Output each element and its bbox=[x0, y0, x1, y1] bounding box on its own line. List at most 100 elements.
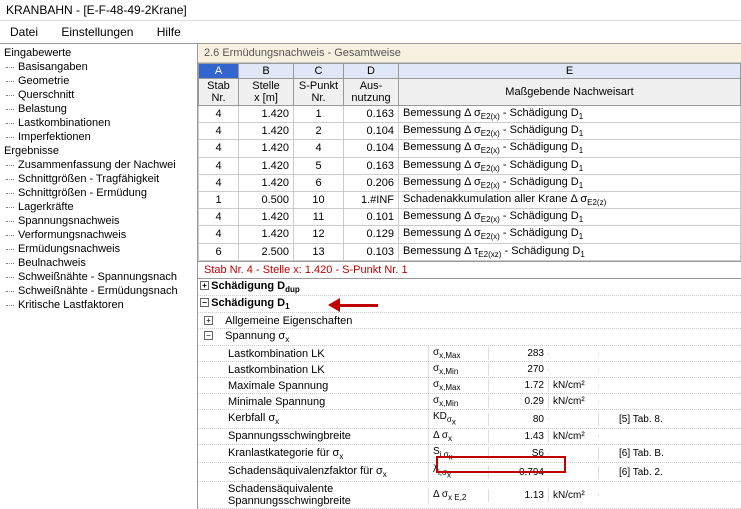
table-row[interactable]: 41.42050.163Bemessung Δ σE2(x) - Schädig… bbox=[199, 157, 741, 174]
detail-row[interactable]: Minimale Spannungσx,Min0.29kN/cm² bbox=[198, 394, 741, 410]
col-letter[interactable]: B bbox=[239, 64, 294, 79]
detail-label: Schadensäquivalente Spannungsschwingbrei… bbox=[198, 482, 428, 508]
detail-row[interactable]: Schadensäquivalenzfaktor für σxλi,σx0.79… bbox=[198, 463, 741, 482]
menu-datei[interactable]: Datei bbox=[0, 23, 48, 41]
tree-item[interactable]: Beulnachweis bbox=[0, 256, 197, 270]
tree-item[interactable]: Geometrie bbox=[0, 74, 197, 88]
tree-item[interactable]: Basisangaben bbox=[0, 60, 197, 74]
detail-value: 283 bbox=[488, 347, 548, 360]
detail-ref bbox=[598, 385, 741, 387]
detail-unit bbox=[548, 418, 598, 420]
detail-symbol: KDσx bbox=[428, 410, 488, 428]
detail-label: Kerbfall σx bbox=[198, 411, 428, 427]
tree-item[interactable]: Ermüdungsnachweis bbox=[0, 242, 197, 256]
tree-item[interactable]: Imperfektionen bbox=[0, 130, 197, 144]
table-row[interactable]: 41.42060.206Bemessung Δ σE2(x) - Schädig… bbox=[199, 174, 741, 191]
sidebar-tree: EingabewerteBasisangabenGeometrieQuersch… bbox=[0, 44, 198, 509]
detail-value: 0.29 bbox=[488, 395, 548, 408]
detail-label: Spannungsschwingbreite bbox=[198, 429, 428, 443]
tree-group[interactable]: Eingabewerte bbox=[0, 46, 197, 60]
detail-table: + Schädigung Ddup− Schädigung D1+ Allgem… bbox=[198, 279, 741, 509]
detail-value: 80 bbox=[488, 413, 548, 426]
tree-item[interactable]: Schweißnähte - Spannungsnach bbox=[0, 270, 197, 284]
detail-value: S6 bbox=[488, 447, 548, 460]
detail-ref: [5] Tab. 8. bbox=[598, 413, 741, 426]
detail-ref: [6] Tab. 2. bbox=[598, 466, 741, 479]
col-letter[interactable]: E bbox=[399, 64, 741, 79]
detail-label: Maximale Spannung bbox=[198, 379, 428, 393]
expand-icon[interactable]: + bbox=[204, 316, 213, 325]
tree-item[interactable]: Schnittgrößen - Tragfähigkeit bbox=[0, 172, 197, 186]
menubar: Datei Einstellungen Hilfe bbox=[0, 21, 741, 44]
table-row[interactable]: 41.42020.104Bemessung Δ σE2(x) - Schädig… bbox=[199, 123, 741, 140]
detail-unit bbox=[548, 471, 598, 473]
detail-value: 1.43 bbox=[488, 430, 548, 443]
tree-item[interactable]: Lastkombinationen bbox=[0, 116, 197, 130]
detail-value: 1.72 bbox=[488, 379, 548, 392]
tree-item[interactable]: Belastung bbox=[0, 102, 197, 116]
detail-row[interactable]: SpannungsschwingbreiteΔ σx1.43kN/cm² bbox=[198, 429, 741, 445]
table-row[interactable]: 41.42010.163Bemessung Δ σE2(x) - Schädig… bbox=[199, 106, 741, 123]
detail-unit: kN/cm² bbox=[548, 489, 598, 502]
detail-symbol: Δ σx bbox=[428, 429, 488, 444]
detail-row[interactable]: Kerbfall σxKDσx80 [5] Tab. 8. bbox=[198, 410, 741, 429]
detail-symbol: σx,Max bbox=[428, 346, 488, 361]
detail-label: Lastkombination LK bbox=[198, 363, 428, 377]
detail-symbol: Si,σx bbox=[428, 445, 488, 463]
menu-hilfe[interactable]: Hilfe bbox=[147, 23, 191, 41]
collapse-icon[interactable]: − bbox=[204, 331, 213, 340]
content-area: 2.6 Ermüdungsnachweis - Gesamtweise ABCD… bbox=[198, 44, 741, 509]
tree-item[interactable]: Schnittgrößen - Ermüdung bbox=[0, 186, 197, 200]
col-header: StabNr. bbox=[199, 79, 239, 106]
detail-row[interactable]: Lastkombination LKσx,Max283 bbox=[198, 346, 741, 362]
collapse-icon[interactable]: − bbox=[200, 298, 209, 307]
detail-heading[interactable]: − Schädigung D1 bbox=[198, 296, 741, 313]
col-header: Stellex [m] bbox=[239, 79, 294, 106]
tree-item[interactable]: Schweißnähte - Ermüdungsnach bbox=[0, 284, 197, 298]
tree-item[interactable]: Zusammenfassung der Nachwei bbox=[0, 158, 197, 172]
detail-unit: kN/cm² bbox=[548, 379, 598, 392]
table-row[interactable]: 41.420120.129Bemessung Δ σE2(x) - Schädi… bbox=[199, 226, 741, 243]
detail-row[interactable]: Lastkombination LKσx,Min270 bbox=[198, 362, 741, 378]
detail-symbol: σx,Min bbox=[428, 394, 488, 409]
col-letter[interactable]: A bbox=[199, 64, 239, 79]
detail-heading[interactable]: + Schädigung Ddup bbox=[198, 279, 741, 296]
detail-row[interactable]: Schadensäquivalente Spannungsschwingbrei… bbox=[198, 482, 741, 509]
detail-row[interactable]: Maximale Spannungσx,Max1.72kN/cm² bbox=[198, 378, 741, 394]
detail-label: Schadensäquivalenzfaktor für σx bbox=[198, 464, 428, 480]
detail-unit: kN/cm² bbox=[548, 395, 598, 408]
detail-label: Kranlastkategorie für σx bbox=[198, 446, 428, 462]
detail-symbol: σx,Min bbox=[428, 362, 488, 377]
menu-einstellungen[interactable]: Einstellungen bbox=[51, 23, 143, 41]
tree-item[interactable]: Lagerkräfte bbox=[0, 200, 197, 214]
col-letter[interactable]: C bbox=[294, 64, 344, 79]
table-row[interactable]: 41.42040.104Bemessung Δ σE2(x) - Schädig… bbox=[199, 140, 741, 157]
table-row[interactable]: 41.420110.101Bemessung Δ σE2(x) - Schädi… bbox=[199, 209, 741, 226]
arrow-annotation bbox=[328, 296, 383, 312]
table-row[interactable]: 10.500101.#INFSchadenakkumulation aller … bbox=[199, 191, 741, 208]
detail-value: 1.13 bbox=[488, 489, 548, 502]
tree-group[interactable]: Ergebnisse bbox=[0, 144, 197, 158]
tree-item[interactable]: Verformungsnachweis bbox=[0, 228, 197, 242]
results-table[interactable]: ABCDEStabNr.Stellex [m]S-PunktNr.Aus-nut… bbox=[198, 63, 741, 261]
col-header: S-PunktNr. bbox=[294, 79, 344, 106]
tree-item[interactable]: Querschnitt bbox=[0, 88, 197, 102]
tree-item[interactable]: Spannungsnachweis bbox=[0, 214, 197, 228]
detail-subheading[interactable]: + Allgemeine Eigenschaften bbox=[198, 313, 741, 329]
detail-row[interactable]: Kranlastkategorie für σxSi,σxS6[6] Tab. … bbox=[198, 445, 741, 464]
detail-label: Minimale Spannung bbox=[198, 395, 428, 409]
detail-unit bbox=[548, 453, 598, 455]
detail-ref bbox=[598, 435, 741, 437]
col-letter[interactable]: D bbox=[344, 64, 399, 79]
tree-item[interactable]: Kritische Lastfaktoren bbox=[0, 298, 197, 312]
table-row[interactable]: 62.500130.103Bemessung Δ τE2(xz) - Schäd… bbox=[199, 243, 741, 260]
detail-symbol: σx,Max bbox=[428, 378, 488, 393]
detail-unit bbox=[548, 353, 598, 355]
detail-ref bbox=[598, 494, 741, 496]
detail-header: Stab Nr. 4 - Stelle x: 1.420 - S-Punkt N… bbox=[198, 261, 741, 279]
detail-ref bbox=[598, 353, 741, 355]
detail-subheading[interactable]: − Spannung σx bbox=[198, 329, 741, 346]
section-title: 2.6 Ermüdungsnachweis - Gesamtweise bbox=[198, 44, 741, 63]
expand-icon[interactable]: + bbox=[200, 281, 209, 290]
col-header: Maßgebende Nachweisart bbox=[399, 79, 741, 106]
